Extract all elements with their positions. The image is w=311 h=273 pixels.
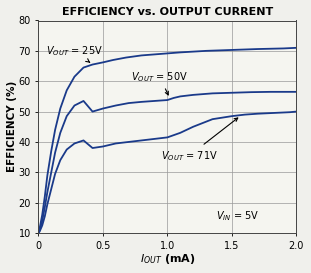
- Text: $V_{OUT}$ = 25V: $V_{OUT}$ = 25V: [46, 44, 103, 62]
- Text: $V_{OUT}$ = 50V: $V_{OUT}$ = 50V: [131, 70, 188, 95]
- Text: $V_{OUT}$ = 71V: $V_{OUT}$ = 71V: [161, 118, 238, 162]
- Title: EFFICIENCY vs. OUTPUT CURRENT: EFFICIENCY vs. OUTPUT CURRENT: [62, 7, 273, 17]
- Text: $V_{IN}$ = 5V: $V_{IN}$ = 5V: [216, 209, 260, 223]
- X-axis label: $I_{OUT}$ (mA): $I_{OUT}$ (mA): [140, 252, 195, 266]
- Y-axis label: EFFICIENCY (%): EFFICIENCY (%): [7, 81, 17, 172]
